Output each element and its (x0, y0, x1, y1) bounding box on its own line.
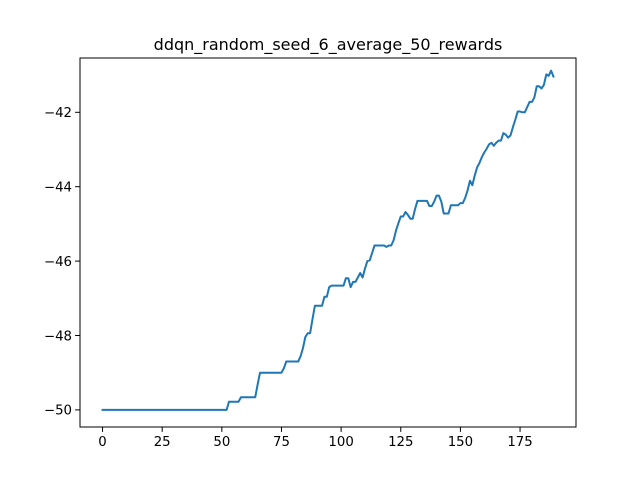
x-tick-label: 25 (154, 435, 171, 450)
y-axis: −50 −48 −46 −44 −42 (44, 106, 80, 419)
chart-title: ddqn_random_seed_6_average_50_rewards (154, 35, 503, 55)
y-tick-label: −46 (44, 255, 72, 270)
x-tick-label: 50 (213, 435, 230, 450)
x-tick-label: 0 (98, 435, 106, 450)
series-line-0 (101, 69, 555, 411)
series-layer (101, 69, 555, 411)
x-tick-label: 75 (273, 435, 290, 450)
axes-frame (79, 57, 577, 428)
y-tick-label: −42 (44, 106, 72, 121)
x-tick-label: 100 (328, 435, 353, 450)
x-tick-label: 125 (388, 435, 413, 450)
x-axis: 0 25 50 75 100 125 150 175 (98, 427, 533, 450)
y-tick-label: −44 (44, 181, 72, 196)
x-tick-label: 175 (507, 435, 532, 450)
x-tick-label: 150 (448, 435, 473, 450)
axes-background (80, 58, 576, 427)
y-tick-label: −48 (44, 329, 72, 344)
y-tick-label: −50 (44, 404, 72, 419)
